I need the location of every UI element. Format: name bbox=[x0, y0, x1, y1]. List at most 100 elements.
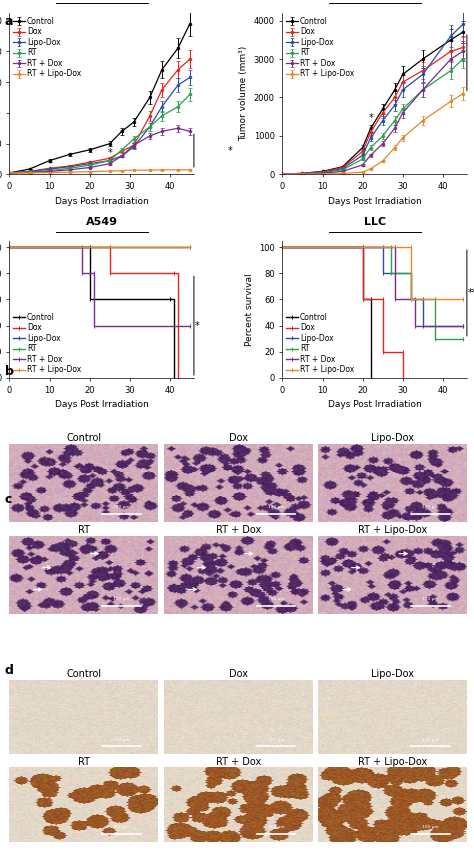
Text: *: * bbox=[368, 112, 373, 123]
Legend: Control, Dox, Lipo-Dox, RT, RT + Dox, RT + Lipo-Dox: Control, Dox, Lipo-Dox, RT, RT + Dox, RT… bbox=[286, 313, 354, 375]
Text: A549: A549 bbox=[86, 217, 118, 227]
Dox bbox=[380, 294, 385, 304]
RT + Dox bbox=[91, 321, 97, 331]
Line: Lipo-Dox: Lipo-Dox bbox=[280, 245, 465, 327]
Line: RT: RT bbox=[280, 245, 465, 341]
RT + Dox bbox=[412, 321, 418, 331]
Lipo-Dox bbox=[460, 321, 466, 331]
RT + Lipo-Dox bbox=[460, 294, 466, 304]
Title: RT + Dox: RT + Dox bbox=[216, 757, 261, 767]
RT + Dox bbox=[280, 242, 285, 252]
Dox bbox=[175, 373, 181, 383]
Line: RT + Dox: RT + Dox bbox=[280, 245, 465, 327]
Title: Lipo-Dox: Lipo-Dox bbox=[371, 669, 414, 680]
Dox bbox=[360, 294, 365, 304]
X-axis label: Days Post Irradiation: Days Post Irradiation bbox=[55, 196, 148, 206]
Text: 100 μm: 100 μm bbox=[268, 738, 284, 742]
RT bbox=[432, 294, 438, 304]
Dox bbox=[107, 242, 112, 252]
Dox bbox=[360, 242, 365, 252]
Text: 100 μm: 100 μm bbox=[113, 597, 130, 601]
Text: 100 μm: 100 μm bbox=[268, 506, 284, 509]
Text: a: a bbox=[5, 15, 13, 28]
Dox bbox=[7, 242, 12, 252]
RT bbox=[388, 242, 393, 252]
Text: **: ** bbox=[468, 288, 474, 298]
Y-axis label: Percent survival: Percent survival bbox=[245, 273, 254, 345]
Title: Control: Control bbox=[66, 669, 101, 680]
Control bbox=[7, 242, 12, 252]
Legend: Control, Dox, Lipo-Dox, RT, RT + Dox, RT + Lipo-Dox: Control, Dox, Lipo-Dox, RT, RT + Dox, RT… bbox=[286, 16, 354, 78]
RT + Lipo-Dox bbox=[280, 242, 285, 252]
Text: LLC: LLC bbox=[364, 217, 386, 227]
Text: 100 μm: 100 μm bbox=[113, 738, 130, 742]
Title: RT: RT bbox=[78, 757, 90, 767]
Title: RT: RT bbox=[78, 525, 90, 536]
RT + Dox bbox=[79, 268, 84, 279]
RT + Dox bbox=[392, 294, 398, 304]
Text: 100 μm: 100 μm bbox=[113, 506, 130, 509]
Line: Dox: Dox bbox=[8, 245, 180, 380]
Text: 100 μm: 100 μm bbox=[113, 825, 130, 830]
Control bbox=[368, 373, 374, 383]
Control bbox=[360, 294, 365, 304]
RT + Lipo-Dox bbox=[408, 294, 414, 304]
Text: 100 μm: 100 μm bbox=[268, 825, 284, 830]
Lipo-Dox bbox=[420, 294, 426, 304]
Title: Lipo-Dox: Lipo-Dox bbox=[371, 434, 414, 443]
X-axis label: Days Post Irradiation: Days Post Irradiation bbox=[328, 196, 421, 206]
Legend: Control, Dox, Lipo-Dox, RT, RT + Dox, RT + Lipo-Dox: Control, Dox, Lipo-Dox, RT, RT + Dox, RT… bbox=[13, 16, 82, 78]
Dox bbox=[400, 373, 406, 383]
Dox bbox=[380, 347, 385, 357]
RT + Dox bbox=[79, 242, 84, 252]
Control bbox=[167, 294, 173, 304]
Lipo-Dox bbox=[380, 242, 385, 252]
RT bbox=[460, 333, 466, 344]
Title: RT + Lipo-Dox: RT + Lipo-Dox bbox=[358, 525, 427, 536]
RT + Dox bbox=[7, 242, 12, 252]
X-axis label: Days Post Irradiation: Days Post Irradiation bbox=[328, 400, 421, 409]
RT bbox=[388, 268, 393, 279]
Dox bbox=[400, 347, 406, 357]
RT bbox=[432, 333, 438, 344]
Lipo-Dox bbox=[420, 321, 426, 331]
Title: RT + Dox: RT + Dox bbox=[216, 525, 261, 536]
RT + Dox bbox=[460, 321, 466, 331]
Control bbox=[171, 373, 177, 383]
RT bbox=[408, 268, 414, 279]
RT bbox=[280, 242, 285, 252]
Control bbox=[368, 294, 374, 304]
Title: Control: Control bbox=[66, 434, 101, 443]
Dox bbox=[107, 268, 112, 279]
Legend: Control, Dox, Lipo-Dox, RT, RT + Dox, RT + Lipo-Dox: Control, Dox, Lipo-Dox, RT, RT + Dox, RT… bbox=[13, 313, 82, 375]
Text: *: * bbox=[195, 321, 200, 331]
Title: Dox: Dox bbox=[228, 434, 248, 443]
Text: d: d bbox=[5, 664, 14, 677]
Text: 100 μm: 100 μm bbox=[422, 506, 439, 509]
X-axis label: Days Post Irradiation: Days Post Irradiation bbox=[55, 400, 148, 409]
Text: 100 μm: 100 μm bbox=[268, 597, 284, 601]
Lipo-Dox bbox=[380, 268, 385, 279]
Text: 100 μm: 100 μm bbox=[422, 825, 439, 830]
Title: RT + Lipo-Dox: RT + Lipo-Dox bbox=[358, 757, 427, 767]
Lipo-Dox bbox=[280, 242, 285, 252]
Dox bbox=[171, 268, 177, 279]
Text: b: b bbox=[5, 365, 14, 378]
Text: 100 μm: 100 μm bbox=[422, 738, 439, 742]
Text: *: * bbox=[107, 148, 112, 158]
Text: c: c bbox=[5, 493, 12, 506]
Control bbox=[280, 242, 285, 252]
Line: RT + Lipo-Dox: RT + Lipo-Dox bbox=[280, 245, 465, 302]
Control bbox=[87, 242, 92, 252]
RT bbox=[408, 294, 414, 304]
Lipo-Dox bbox=[408, 294, 414, 304]
RT + Dox bbox=[392, 242, 398, 252]
Line: Control: Control bbox=[280, 245, 373, 380]
Text: *: * bbox=[228, 146, 232, 156]
Line: RT + Dox: RT + Dox bbox=[8, 245, 192, 327]
Dox bbox=[280, 242, 285, 252]
Control bbox=[360, 242, 365, 252]
RT + Dox bbox=[187, 321, 193, 331]
Lipo-Dox bbox=[408, 268, 414, 279]
Line: Control: Control bbox=[8, 245, 176, 380]
